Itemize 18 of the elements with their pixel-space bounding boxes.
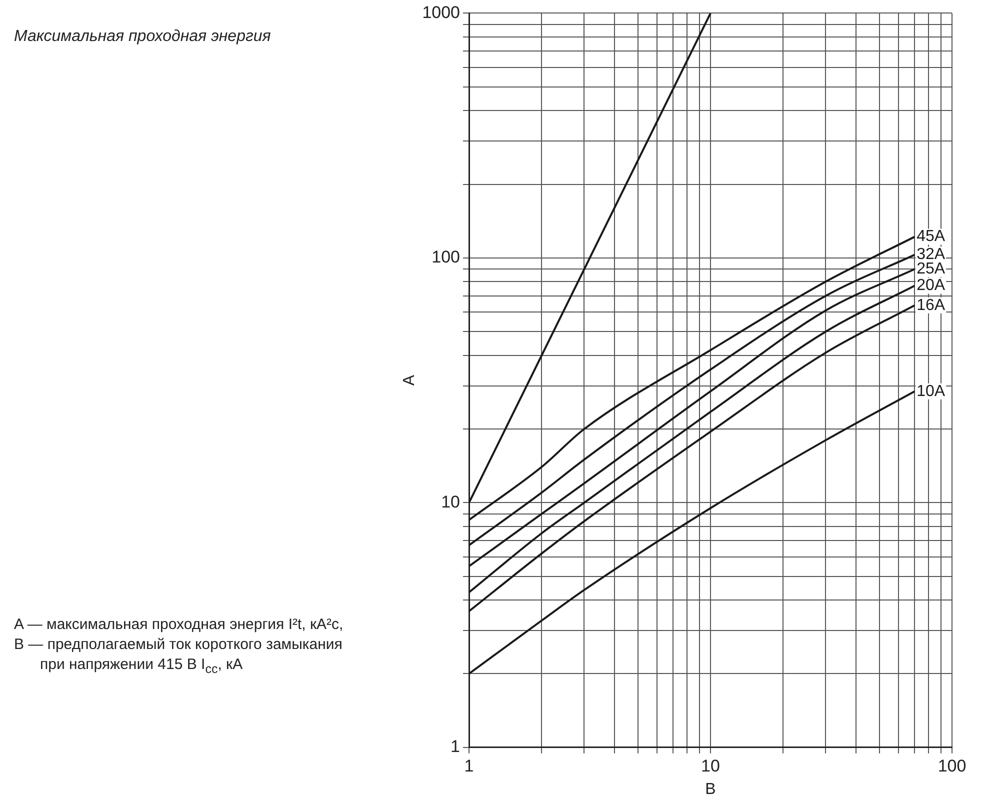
y-tick-label: 1000 (422, 2, 460, 22)
x-axis-title: B (705, 780, 716, 798)
series-label: 45A (916, 228, 946, 246)
x-tick-label: 1 (464, 756, 474, 776)
x-tick-label: 10 (701, 756, 720, 776)
y-axis-title: A (401, 374, 418, 386)
y-tick-label: 1 (450, 737, 460, 756)
text: B — предполагаемый ток короткого замыкания при напряжении 415 В I$_{cc}$, кА (14, 635, 344, 678)
series-label: 25A (916, 260, 946, 278)
series-label: 10A (916, 382, 946, 400)
y-tick-label: 10 (441, 492, 460, 512)
text: Максимальная проходная энергия (14, 28, 272, 46)
x-tick-label: 100 (938, 756, 966, 776)
text: A — максимальная проходная энергия I²t, кА²с, (14, 615, 344, 635)
series-label: 32A (916, 246, 946, 264)
series-label: 20A (916, 277, 946, 294)
series-label: 16A (916, 296, 946, 314)
y-tick-label: 100 (432, 248, 460, 267)
